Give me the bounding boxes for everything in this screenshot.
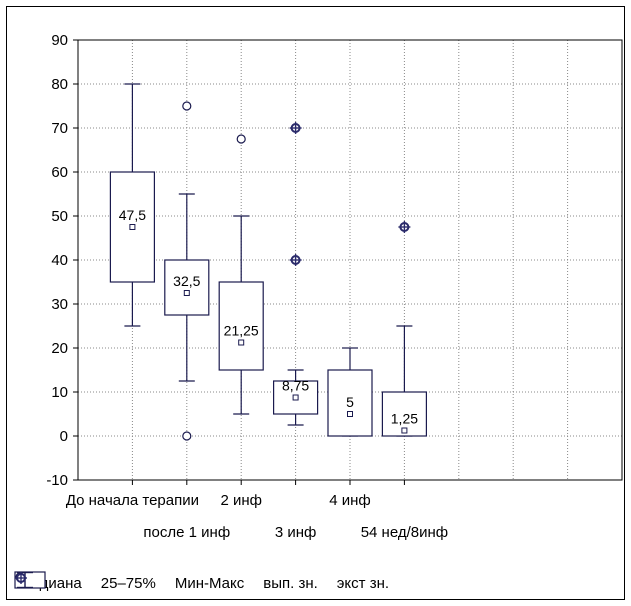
boxes-layer: 47,5 32,5 21,25 8,75 5 1,25 bbox=[109, 83, 427, 441]
box-group: 47,5 bbox=[109, 83, 156, 327]
median-marker bbox=[183, 290, 190, 296]
x-axis: До начала терапии после 1 инф 2 инф 3 инф 4 … bbox=[66, 480, 448, 541]
x-category-label: До начала терапии bbox=[66, 492, 199, 509]
x-category-label: после 1 инф bbox=[143, 524, 230, 541]
median-label: 32,5 bbox=[173, 273, 200, 289]
median-marker bbox=[401, 427, 408, 434]
median-label: 47,5 bbox=[119, 207, 146, 223]
median-label: 5 bbox=[346, 394, 354, 410]
y-tick-label: 90 bbox=[51, 32, 68, 49]
y-tick-label: 50 bbox=[51, 208, 68, 225]
chart-frame bbox=[6, 6, 625, 600]
median-marker bbox=[129, 224, 136, 230]
legend-label: 25–75% bbox=[100, 574, 156, 592]
y-tick-label: 70 bbox=[51, 120, 68, 137]
y-tick-label: 0 bbox=[60, 428, 68, 445]
iqr-box bbox=[327, 369, 373, 437]
median-marker bbox=[238, 339, 245, 346]
median-marker bbox=[347, 411, 353, 417]
y-tick-label: -10 bbox=[46, 472, 68, 489]
y-tick-label: 20 bbox=[51, 340, 68, 357]
box-group: 1,25 bbox=[381, 221, 427, 437]
extreme-point bbox=[289, 254, 302, 266]
iqr-box bbox=[164, 259, 210, 316]
median-label: 1,25 bbox=[391, 411, 418, 427]
legend-label: Мин-Макс bbox=[174, 574, 245, 592]
median-marker bbox=[292, 394, 299, 401]
outlier-point bbox=[182, 431, 192, 441]
extreme-point bbox=[398, 221, 411, 233]
x-category-label: 4 инф bbox=[329, 492, 371, 509]
y-tick-label: 60 bbox=[51, 164, 68, 181]
legend-item: вып. зн. bbox=[15, 572, 318, 592]
y-axis: -10 0 10 20 30 40 50 60 70 80 90 bbox=[46, 32, 78, 489]
outlier-point bbox=[182, 101, 192, 111]
x-category-label: 54 нед/8инф bbox=[361, 524, 448, 541]
box-group: 32,5 bbox=[164, 101, 210, 441]
median-label: 8,75 bbox=[282, 378, 309, 394]
box-group: 21,25 bbox=[218, 134, 264, 415]
x-category-label: 3 инф bbox=[275, 524, 317, 541]
y-tick-label: 10 bbox=[51, 384, 68, 401]
x-category-label: 2 инф bbox=[220, 492, 262, 509]
median-label: 21,25 bbox=[224, 323, 259, 339]
outlier-point bbox=[236, 134, 246, 144]
legend-item: Мин-Макс bbox=[17, 571, 245, 592]
legend-label: экст зн. bbox=[336, 574, 390, 592]
legend-label: вып. зн. bbox=[263, 574, 318, 592]
legend-item: 25–75% bbox=[14, 571, 156, 592]
iqr-box bbox=[218, 281, 264, 371]
box-group: 5 bbox=[327, 347, 373, 437]
y-tick-label: 80 bbox=[51, 76, 68, 93]
box-group: 8,75 bbox=[273, 122, 319, 426]
legend: Медиана 25–75% Мин-Макс вып. зн. экст зн. bbox=[14, 571, 389, 595]
y-tick-label: 40 bbox=[51, 252, 68, 269]
legend-item: экст зн. bbox=[15, 572, 390, 592]
extreme-point bbox=[289, 122, 302, 134]
y-tick-label: 30 bbox=[51, 296, 68, 313]
